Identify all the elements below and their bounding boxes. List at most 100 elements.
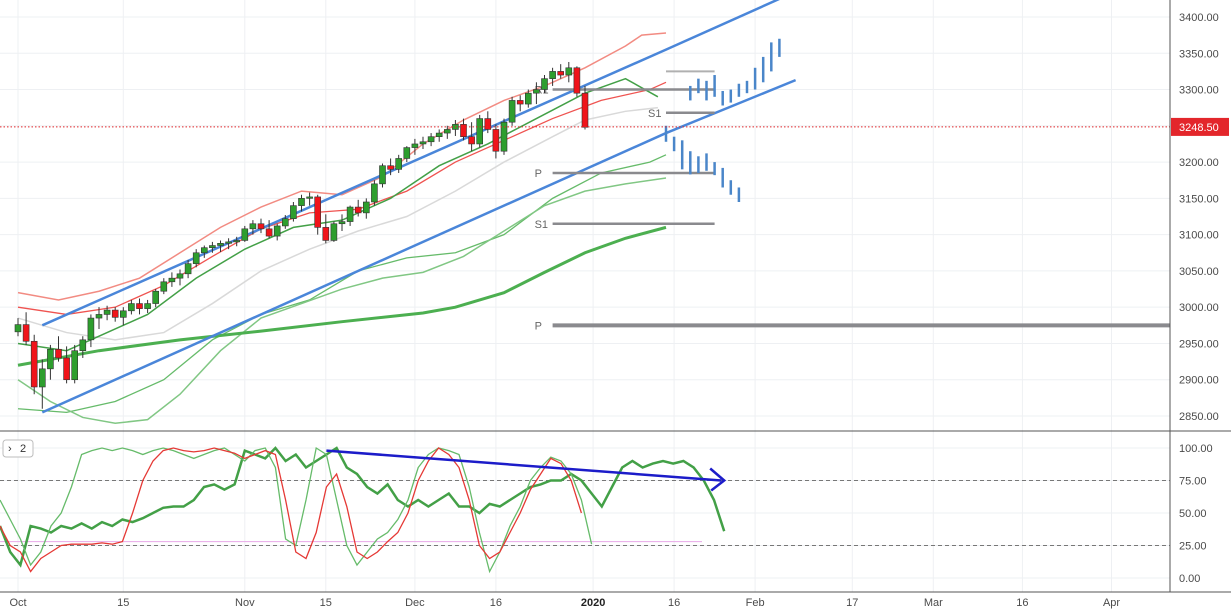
- indicator-collapse-button[interactable]: [2, 439, 34, 458]
- candle-body: [38, 368, 46, 388]
- candle-body: [103, 309, 111, 315]
- candle-body: [290, 205, 297, 219]
- candle-body: [338, 221, 346, 225]
- candle-body: [87, 317, 95, 341]
- price-tick-label: 3050.00: [1179, 266, 1219, 278]
- last-price-tag: [1171, 117, 1229, 136]
- price-tick-label: 2900.00: [1179, 375, 1219, 387]
- candle-body: [184, 263, 192, 275]
- oscillator-tick-label: 25.00: [1179, 541, 1207, 553]
- candle-body: [47, 348, 54, 370]
- pivot-label-s1: S1: [535, 219, 548, 231]
- candle-body: [435, 132, 443, 137]
- candle-body: [176, 273, 184, 279]
- candle-body: [379, 165, 386, 185]
- candle-body: [128, 303, 135, 312]
- indicator-tag[interactable]: › 2: [2, 439, 34, 458]
- candle-body: [508, 100, 516, 123]
- price-tick-label: 3300.00: [1179, 85, 1219, 97]
- candle-body: [63, 357, 70, 381]
- pivot-label-p: P: [535, 320, 542, 332]
- oscillator-pane: [0, 446, 1170, 574]
- candle-body: [71, 350, 78, 381]
- candle-body: [249, 223, 257, 230]
- candle-body: [549, 71, 556, 79]
- candle-body: [516, 100, 524, 105]
- price-tick-label: 2850.00: [1179, 411, 1219, 423]
- price-tick-label: 3150.00: [1179, 193, 1219, 205]
- candle-body: [160, 281, 168, 292]
- pivot-label-s1: S1: [648, 108, 661, 120]
- candle-body: [533, 89, 540, 94]
- oscillator-series-line: [0, 446, 593, 574]
- candle-body: [565, 67, 573, 76]
- date-tick-label: Apr: [1103, 597, 1120, 609]
- date-tick-label: Feb: [746, 597, 765, 609]
- candle-body: [460, 124, 467, 137]
- indicator-count: 2: [20, 443, 26, 455]
- date-tick-label: 15: [117, 597, 129, 609]
- candle-body: [541, 78, 548, 90]
- candle-body: [144, 303, 151, 309]
- candle-body: [314, 196, 322, 228]
- candle-body: [346, 206, 354, 222]
- date-tick-label: Mar: [924, 597, 943, 609]
- date-tick-label: Nov: [235, 597, 255, 609]
- candle-body: [403, 147, 411, 159]
- date-tick-label: Dec: [405, 597, 425, 609]
- last-price-label: 3248.50: [1179, 122, 1219, 134]
- candle-body: [354, 206, 362, 214]
- divergence-arrow-head: [709, 467, 727, 492]
- candle-body: [152, 290, 159, 304]
- candle-body: [362, 201, 370, 214]
- candle-body: [201, 247, 208, 254]
- oscillator-series-line: [0, 446, 726, 568]
- date-tick-label: 15: [320, 597, 332, 609]
- candle-body: [573, 67, 581, 94]
- candle-body: [217, 243, 224, 246]
- candle-body: [111, 309, 119, 318]
- candle-body: [257, 223, 265, 230]
- price-tick-label: 2950.00: [1179, 338, 1219, 350]
- candle-body: [136, 303, 143, 309]
- oscillator-tick-label: 75.00: [1179, 476, 1207, 488]
- candle-body: [225, 241, 232, 244]
- candle-body: [298, 198, 305, 206]
- candle-body: [281, 218, 289, 227]
- date-tick-label: Oct: [9, 597, 26, 609]
- candle-body: [500, 121, 508, 152]
- sma-slow-line: [17, 225, 667, 367]
- price-tag: 3248.50: [1171, 117, 1229, 136]
- candle-body: [30, 340, 38, 388]
- date-tick-label: 16: [490, 597, 502, 609]
- channel-lower-line: [41, 78, 797, 414]
- candle-body: [468, 136, 475, 145]
- candle-body: [233, 240, 240, 243]
- candle-body: [192, 252, 200, 264]
- price-tick-label: 3200.00: [1179, 157, 1219, 169]
- bollinger-lower-line: [17, 177, 667, 425]
- pivot-label-p: P: [535, 168, 542, 180]
- date-tick-label: 16: [1016, 597, 1028, 609]
- candle-body: [241, 228, 249, 241]
- candle-body: [265, 228, 273, 237]
- candle-body: [120, 310, 127, 318]
- candle-body: [22, 324, 30, 342]
- candle-body: [330, 223, 338, 241]
- candle-body: [411, 143, 419, 148]
- candle-body: [387, 165, 394, 170]
- candle-body: [209, 245, 216, 248]
- candle-body: [492, 129, 500, 152]
- candle-body: [306, 196, 313, 199]
- candle-body: [55, 348, 62, 359]
- oscillator-series-line: [0, 447, 583, 573]
- oscillator-tick-label: 0.00: [1179, 573, 1200, 585]
- candle-body: [395, 158, 403, 170]
- candle-body: [322, 227, 330, 241]
- chevron-right-icon: ›: [8, 443, 12, 455]
- price-tick-label: 3000.00: [1179, 302, 1219, 314]
- candle-body: [95, 314, 103, 319]
- candle-body: [168, 277, 176, 283]
